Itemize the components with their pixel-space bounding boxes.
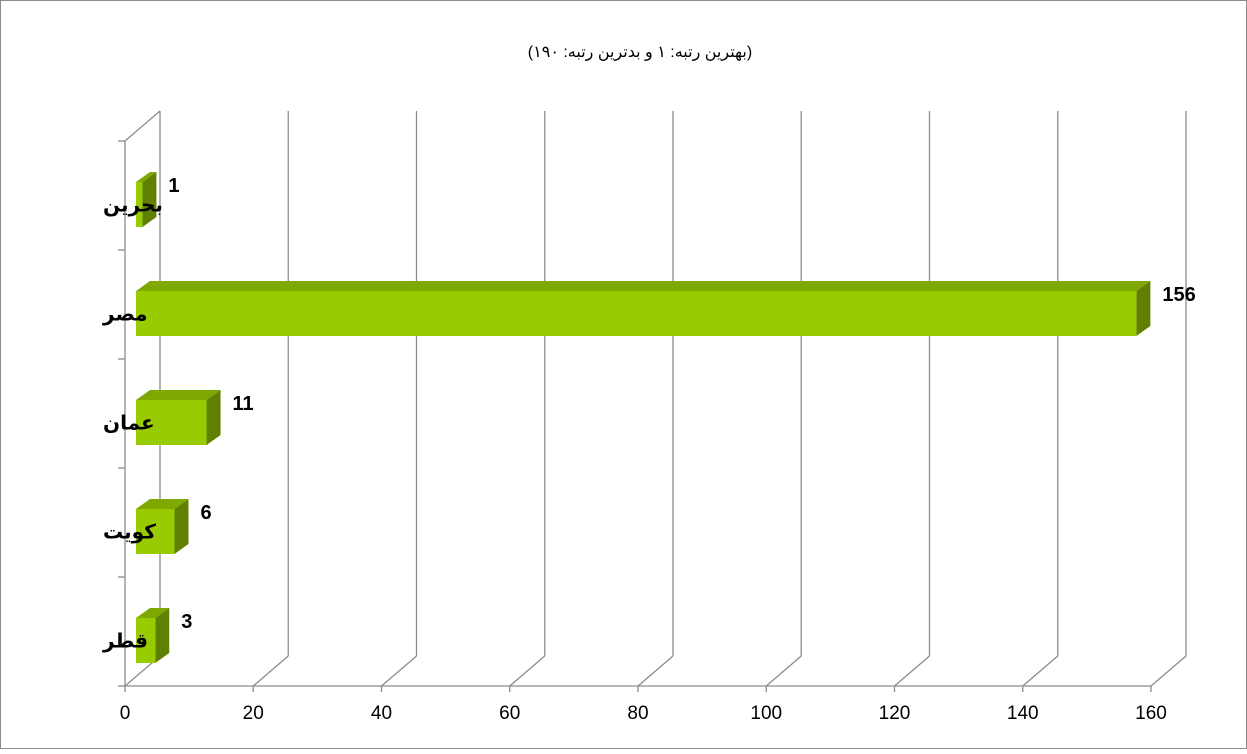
category-label: بحرین [103, 195, 163, 217]
x-tick-label: 80 [627, 703, 648, 724]
bar-front-face [136, 618, 156, 663]
floor-gridline [252, 655, 289, 687]
bar-2 [136, 281, 1151, 336]
bar-top-face [136, 281, 1151, 291]
x-tick-label: 100 [750, 703, 782, 724]
bar-side-face [155, 608, 170, 663]
x-tick-label: 120 [879, 703, 911, 724]
bar-side-face [206, 390, 221, 445]
data-label: 6 [200, 502, 211, 524]
data-label: 3 [181, 611, 192, 633]
bar-front-face [136, 509, 175, 554]
x-tick-label: 160 [1135, 703, 1167, 724]
bar-layer [136, 172, 1151, 663]
category-label: عمان [103, 413, 155, 435]
side-wall-top-edge [124, 110, 161, 142]
category-label: قطر [102, 631, 148, 653]
floor-gridline [1022, 655, 1059, 687]
chart-subtitle: (بهترین رتبه: ۱ و بدترین رتبه: ۱۹۰) [528, 44, 752, 62]
floor-gridline [894, 655, 930, 687]
bar-5 [136, 608, 170, 663]
bar-side-face [142, 172, 157, 227]
category-label: مصر [102, 304, 148, 326]
data-label: 11 [233, 393, 254, 415]
bar-side-face [1136, 281, 1151, 336]
x-tick-label: 140 [1007, 703, 1039, 724]
bar-top-face [136, 499, 189, 509]
data-label: 156 [1162, 284, 1195, 306]
bar-front-face [136, 400, 207, 445]
bar-top-face [136, 390, 221, 400]
bar-3 [136, 390, 221, 445]
floor-gridline [1150, 655, 1187, 687]
x-tick-label: 40 [371, 703, 392, 724]
x-tick-label: 0 [120, 703, 131, 724]
category-label: کویت [103, 522, 156, 544]
bar-side-face [174, 499, 189, 554]
grid-layer [118, 110, 1187, 692]
bar-4 [136, 499, 189, 554]
floor-gridline [765, 655, 802, 687]
data-label: 1 [168, 175, 179, 197]
bar-front-face [136, 182, 143, 227]
floor-gridline [381, 655, 417, 687]
bar-top-face [136, 172, 157, 182]
bar-top-face [136, 608, 170, 618]
floor-gridline [509, 655, 546, 687]
bar-1 [136, 172, 157, 227]
bar-front-face [136, 291, 1137, 336]
x-tick-label: 60 [499, 703, 520, 724]
floor-gridline [637, 655, 674, 687]
x-tick-label: 20 [243, 703, 264, 724]
